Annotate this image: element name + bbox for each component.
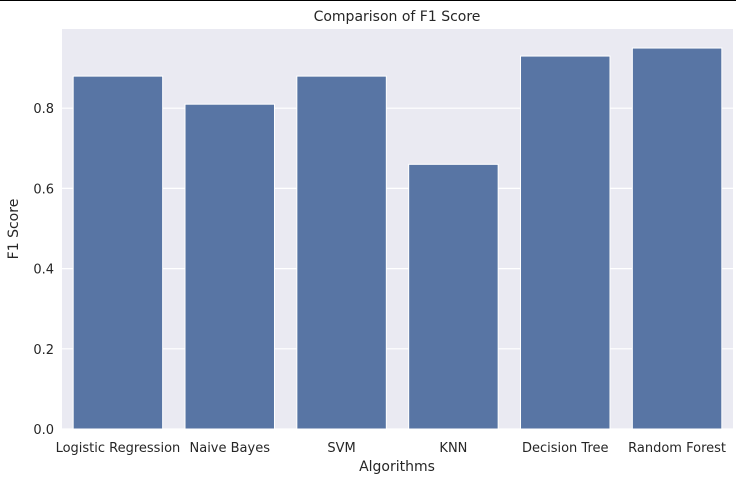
chart-title: Comparison of F1 Score	[314, 9, 481, 25]
x-tick-label: Decision Tree	[522, 441, 609, 456]
x-tick-label: Random Forest	[628, 441, 726, 456]
plot-area	[62, 29, 733, 429]
bar-logistic-regression	[72, 75, 164, 430]
bar-svm	[296, 75, 387, 430]
top-border	[0, 0, 736, 1]
x-tick-label: SVM	[327, 441, 355, 456]
y-tick-label: 0.4	[33, 263, 54, 278]
y-tick-label: 0.2	[33, 343, 54, 358]
bar-random-forest	[631, 47, 723, 430]
x-axis-label: Algorithms	[359, 459, 435, 475]
bar-naive-bayes	[184, 103, 275, 430]
x-tick-labels: Logistic Regression Naive Bayes SVM KNN Deci…	[56, 441, 726, 456]
bar-decision-tree	[520, 55, 611, 430]
y-tick-labels: 0.0 0.2 0.4 0.6 0.8	[33, 102, 54, 438]
x-tick-label: KNN	[439, 441, 467, 456]
y-tick-label: 0.6	[33, 182, 54, 197]
bar-knn	[408, 163, 499, 430]
y-tick-label: 0.8	[33, 102, 54, 117]
y-axis-label: F1 Score	[6, 199, 22, 260]
x-tick-label: Logistic Regression	[56, 441, 181, 456]
bars	[72, 47, 723, 430]
y-tick-label: 0.0	[33, 423, 54, 438]
x-tick-label: Naive Bayes	[190, 441, 271, 456]
gridlines	[62, 107, 733, 430]
